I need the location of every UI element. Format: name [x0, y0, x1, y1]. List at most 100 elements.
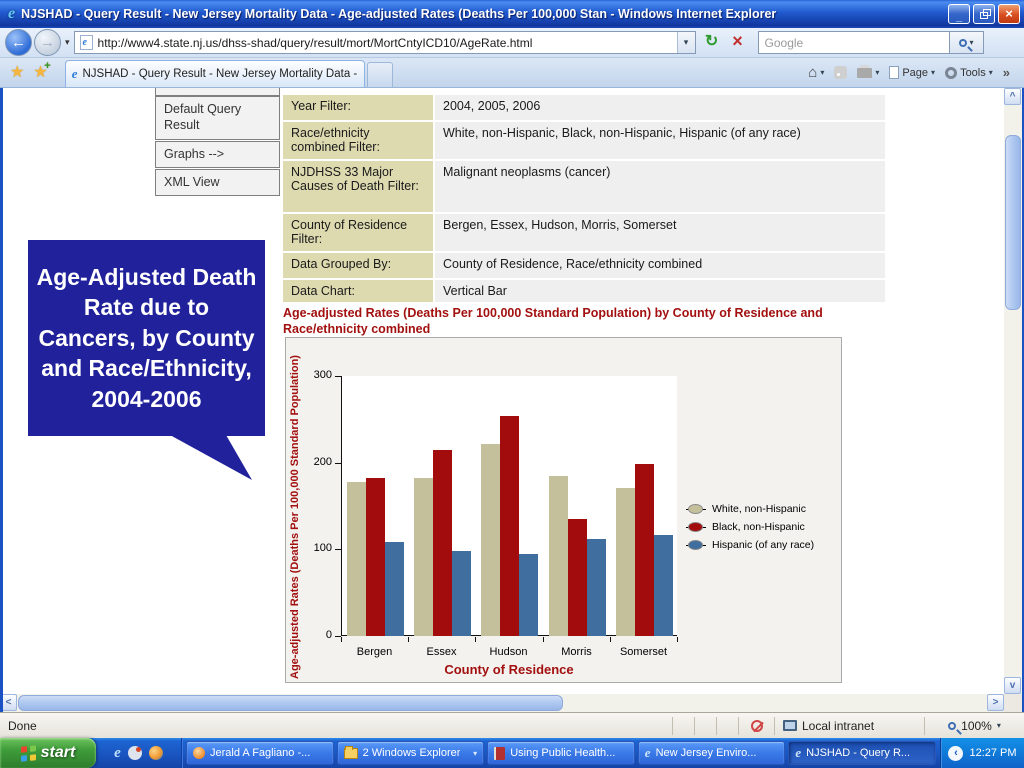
forward-button[interactable]: →: [34, 29, 61, 56]
ie-quicklaunch-icon[interactable]: e: [114, 744, 121, 761]
home-button[interactable]: ⌂ ▾: [808, 64, 825, 81]
horizontal-scroll-thumb[interactable]: [18, 695, 563, 711]
browser-tab[interactable]: e NJSHAD - Query Result - New Jersey Mor…: [64, 60, 365, 87]
table-row: County of Residence Filter: Bergen, Esse…: [283, 214, 885, 251]
add-favorite-icon[interactable]: ★: [33, 60, 51, 82]
zoom-icon: [948, 721, 957, 730]
table-row: Data Grouped By: County of Residence, Ra…: [283, 253, 885, 278]
minimize-button[interactable]: _: [948, 4, 970, 24]
row-value: Vertical Bar: [435, 280, 885, 302]
vertical-scrollbar[interactable]: ^ v: [1004, 88, 1022, 694]
bar-groups: [342, 376, 678, 636]
window-title: NJSHAD - Query Result - New Jersey Morta…: [21, 7, 777, 21]
back-button[interactable]: ←: [5, 29, 32, 56]
y-tick-label: 0: [325, 629, 332, 641]
print-button[interactable]: ▾: [857, 64, 879, 78]
sidebar-item-xml-view[interactable]: XML View: [155, 169, 280, 196]
taskbar-button-windows-explorer-group[interactable]: 2 Windows Explorer ▾: [336, 741, 485, 765]
bar: [366, 478, 386, 636]
search-input[interactable]: Google: [757, 31, 950, 54]
vertical-scroll-thumb[interactable]: [1005, 135, 1021, 310]
row-label: County of Residence Filter:: [283, 214, 433, 251]
feeds-button[interactable]: [834, 66, 848, 79]
title-bar: e NJSHAD - Query Result - New Jersey Mor…: [0, 0, 1024, 28]
row-value: 2004, 2005, 2006: [435, 95, 885, 120]
legend-marker: [688, 521, 703, 532]
row-value: County of Residence, Race/ethnicity comb…: [435, 253, 885, 278]
y-tick: [335, 376, 341, 377]
bar: [634, 463, 654, 636]
bar: [519, 553, 539, 636]
row-label: NJDHSS 33 Major Causes of Death Filter:: [283, 161, 433, 212]
tray-expand-icon[interactable]: ‹: [948, 745, 964, 761]
favorites-star-icon[interactable]: ★: [10, 64, 25, 81]
x-category-label: Hudson: [489, 646, 528, 658]
scroll-up-icon[interactable]: ^: [1004, 88, 1021, 105]
bar-group: [342, 376, 409, 636]
row-value: Bergen, Essex, Hudson, Morris, Somerset: [435, 214, 885, 251]
taskbar-button-new-jersey-enviro[interactable]: e New Jersey Enviro...: [637, 741, 786, 765]
contact-icon: [193, 747, 205, 759]
quick-launch: e: [96, 738, 182, 768]
scroll-right-icon[interactable]: >: [987, 694, 1004, 711]
taskbar-button-using-public-health[interactable]: Using Public Health...: [487, 741, 635, 765]
y-tick: [335, 636, 341, 637]
new-tab-stub[interactable]: [366, 62, 393, 87]
app-quicklaunch-icon[interactable]: [127, 746, 142, 760]
x-category-label: Morris: [561, 646, 592, 658]
legend-label: White, non-Hispanic: [712, 503, 806, 515]
legend-label: Black, non-Hispanic: [712, 521, 805, 533]
legend-entry: Hispanic (of any race): [686, 538, 814, 552]
legend-marker: [688, 503, 703, 514]
zoom-level: 100%: [961, 718, 992, 733]
taskbar-button-jerald-fagliano[interactable]: Jerald A Fagliano -...: [186, 741, 334, 765]
callout-text: Age-Adjusted Death Rate due to Cancers, …: [36, 264, 257, 412]
bar: [385, 541, 405, 636]
system-tray: ‹ 12:27 PM: [940, 738, 1024, 768]
x-tick: [610, 637, 611, 642]
address-dropdown-icon[interactable]: ▾: [676, 32, 695, 53]
row-label: Data Chart:: [283, 280, 433, 302]
address-input[interactable]: e http://www4.state.nj.us/dhss-shad/quer…: [73, 31, 696, 54]
status-text: Done: [8, 718, 37, 733]
bar-group: [409, 376, 476, 636]
status-panel: [672, 716, 694, 735]
table-row: NJDHSS 33 Major Causes of Death Filter: …: [283, 161, 885, 212]
search-button[interactable]: ▾: [949, 31, 984, 54]
legend-marker: [688, 539, 703, 550]
tab-title: NJSHAD - Query Result - New Jersey Morta…: [82, 68, 358, 80]
media-player-icon[interactable]: [148, 746, 163, 760]
x-category-label: Essex: [426, 646, 457, 658]
chart-heading: Age-adjusted Rates (Deaths Per 100,000 S…: [283, 306, 823, 336]
status-panel: [694, 716, 716, 735]
start-button[interactable]: start: [0, 738, 96, 768]
zoom-control[interactable]: 100% ▾: [924, 716, 1024, 735]
bar: [500, 415, 520, 636]
horizontal-scrollbar[interactable]: < >: [0, 694, 1004, 712]
toolbar-overflow-icon[interactable]: »: [1002, 65, 1010, 80]
taskbar-button-njshad-query[interactable]: e NJSHAD - Query R...: [788, 741, 936, 765]
window-frame-right: [1022, 88, 1024, 712]
stop-button[interactable]: ×: [732, 31, 743, 51]
x-axis-title: County of Residence: [444, 662, 574, 677]
y-tick-label: 100: [313, 542, 332, 554]
sidebar-item-graphs[interactable]: Graphs -->: [155, 141, 280, 168]
close-button[interactable]: ×: [998, 4, 1020, 24]
history-dropdown-icon[interactable]: ▾: [65, 37, 70, 47]
tab-bar: ★ ★ e NJSHAD - Query Result - New Jersey…: [0, 58, 1024, 88]
scrollbar-corner: [1004, 694, 1022, 712]
legend-entry: White, non-Hispanic: [686, 502, 814, 516]
search-placeholder: Google: [764, 35, 804, 50]
tools-menu-button[interactable]: Tools ▾: [945, 66, 993, 79]
page-icon: e: [79, 35, 93, 50]
sidebar-item-default-query-result[interactable]: Default Query Result: [155, 96, 280, 140]
refresh-button[interactable]: ↻: [704, 33, 719, 50]
query-summary-table: Year Filter: 2004, 2005, 2006 Race/ethni…: [283, 95, 885, 302]
book-icon: [494, 746, 506, 760]
scroll-down-icon[interactable]: v: [1004, 677, 1021, 694]
page-menu-button[interactable]: Page ▾: [889, 66, 935, 79]
page-content: Default Query Result Graphs --> XML View…: [0, 88, 1024, 712]
status-bar: Done Local intranet 100% ▾: [0, 712, 1024, 738]
restore-button[interactable]: [973, 4, 995, 24]
